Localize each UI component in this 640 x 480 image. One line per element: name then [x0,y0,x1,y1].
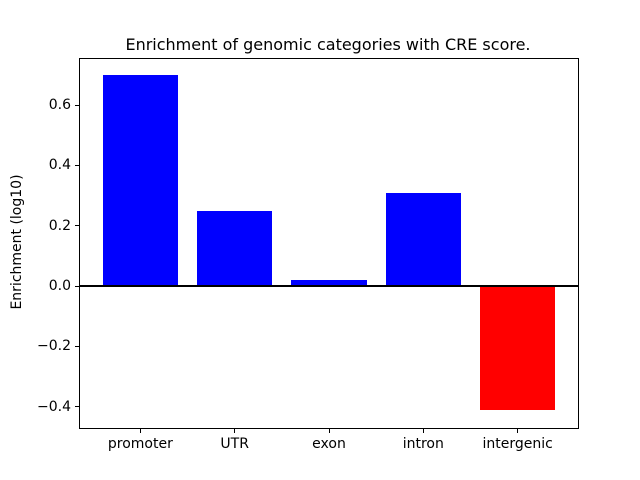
y-tick-label: 0.4 [48,157,71,174]
x-tick-label-intergenic: intergenic [482,436,553,452]
zero-line [80,285,578,287]
x-tick-mark [422,429,424,433]
x-tick-mark [328,429,330,433]
y-tick-mark [75,225,79,227]
y-tick-mark [75,406,79,408]
x-tick-mark [517,429,519,433]
x-tick-label-UTR: UTR [220,436,249,452]
bar-intergenic [479,286,556,410]
y-tick-mark [75,164,79,166]
x-tick-label-promoter: promoter [107,436,173,452]
y-tick-mark [75,104,79,106]
chart-title: Enrichment of genomic categories with CR… [125,35,531,54]
bar-intron [385,192,462,286]
y-tick-label: 0.0 [48,278,71,294]
y-tick-label: 0.6 [48,97,71,114]
y-axis-label: Enrichment (log10) [9,174,25,310]
x-tick-mark [234,429,236,433]
x-tick-label-exon: exon [312,436,346,452]
bar-UTR [196,210,273,286]
y-tick-mark [75,285,79,287]
plot-area [75,58,579,433]
x-tick-label-intron: intron [402,436,444,452]
y-tick-label: −0.4 [37,398,71,415]
y-tick-mark [75,345,79,347]
y-tick-label: −0.2 [37,338,71,355]
y-tick-label: 0.2 [48,217,71,234]
bar-exon [291,279,367,286]
x-tick-mark [139,429,141,433]
bar-promoter [102,74,179,286]
